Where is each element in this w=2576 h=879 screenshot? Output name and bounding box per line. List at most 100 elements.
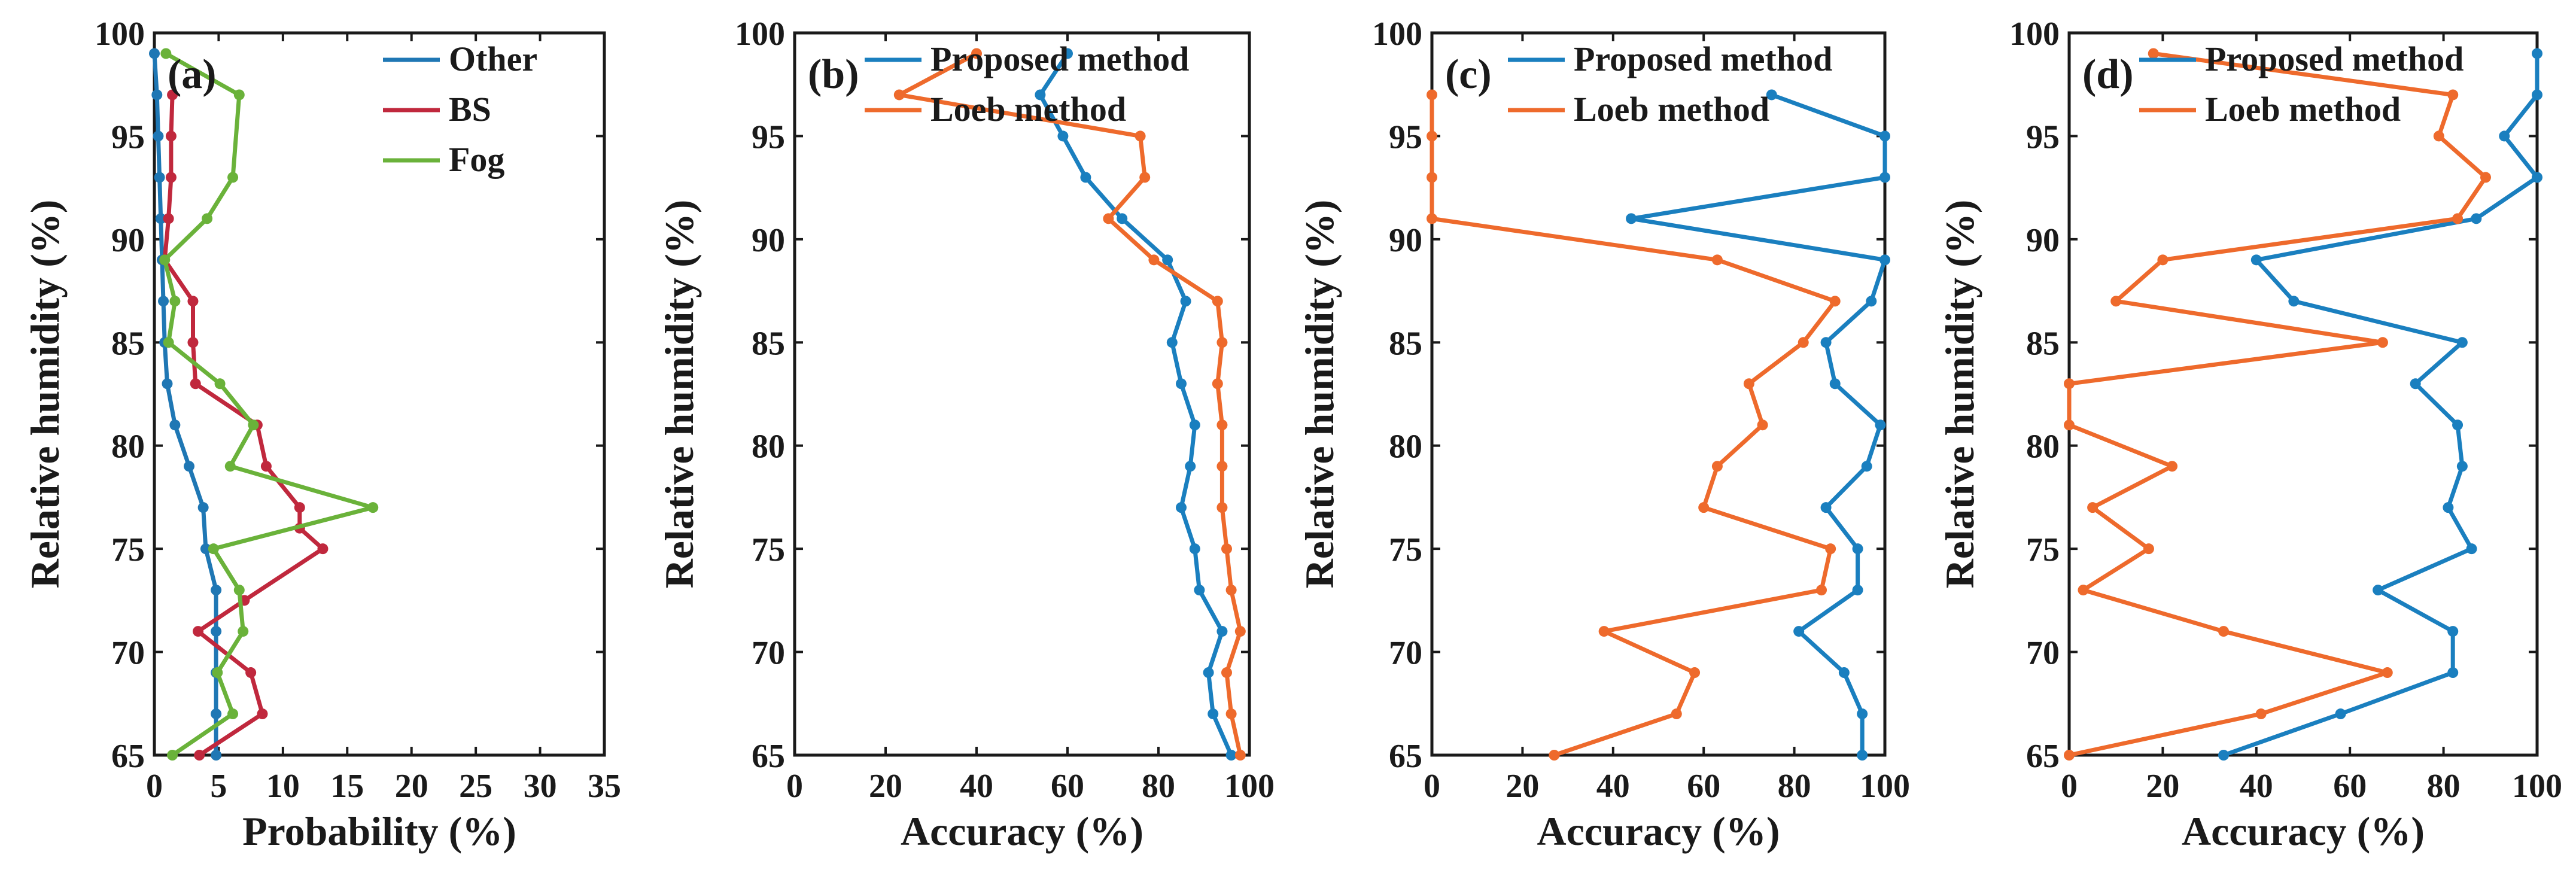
panel-c: 65 70 75 80 85 90 95 100 0 20 40 60 80 100 Accuracy (%… <box>1297 16 1910 854</box>
data-point <box>1162 254 1173 266</box>
data-point <box>1879 172 1890 183</box>
data-point <box>208 543 219 555</box>
data-point <box>190 378 201 390</box>
x-tick-label: 40 <box>2240 768 2273 805</box>
data-point <box>214 378 226 390</box>
y-tick-label: 90 <box>2026 222 2060 259</box>
data-point <box>257 708 268 720</box>
x-tick-label: 80 <box>1142 768 1175 805</box>
data-point <box>2377 337 2388 348</box>
y-tick-label: 95 <box>1389 118 1422 156</box>
data-point <box>159 254 171 266</box>
x-tick-label: 0 <box>2061 768 2078 805</box>
data-point <box>2382 667 2393 679</box>
data-point <box>1711 254 1723 266</box>
data-point <box>1225 750 1237 761</box>
y-tick-label: 65 <box>2026 738 2060 775</box>
y-tick-label: 100 <box>735 16 785 53</box>
x-tick-label: 35 <box>588 768 621 805</box>
y-axis-label: Relative humidity (%) <box>22 200 68 589</box>
data-point <box>2532 48 2542 59</box>
plot-frame <box>153 31 606 757</box>
data-point <box>1793 626 1805 637</box>
y-tick-label: 70 <box>2026 635 2060 672</box>
data-point <box>1166 337 1178 348</box>
panel-label: (d) <box>2082 51 2134 98</box>
y-tick-label: 75 <box>111 531 145 568</box>
y-tick-label: 75 <box>2026 531 2060 568</box>
data-point <box>160 48 172 59</box>
data-point <box>294 502 305 513</box>
y-tick-label: 65 <box>111 738 145 775</box>
panel-label: (a) <box>168 51 217 98</box>
data-point <box>1234 750 1246 761</box>
data-point <box>187 337 199 348</box>
data-point <box>1203 667 1214 679</box>
data-point <box>1216 419 1228 431</box>
data-point <box>163 213 174 224</box>
data-point <box>2532 89 2542 101</box>
y-tick-label: 65 <box>1389 738 1422 775</box>
data-point <box>2433 130 2444 142</box>
data-point <box>155 213 166 224</box>
data-point <box>1189 419 1200 431</box>
data-point <box>1689 667 1701 679</box>
y-axis-label: Relative humidity (%) <box>656 200 702 589</box>
legend-entry: Loeb method <box>1574 90 1769 129</box>
data-point <box>1798 337 1809 348</box>
y-tick-label: 80 <box>752 428 785 466</box>
data-point <box>1671 708 1682 720</box>
legend-entry: Proposed method <box>1574 39 1832 78</box>
data-point <box>2447 667 2459 679</box>
legend-entry: BS <box>449 90 491 129</box>
data-point <box>211 708 222 720</box>
data-point <box>1829 296 1841 307</box>
data-point <box>162 378 173 390</box>
data-point <box>2218 750 2230 761</box>
data-point <box>165 172 177 183</box>
y-tick-label: 90 <box>1389 222 1422 259</box>
legend-entry: Proposed method <box>2205 39 2464 78</box>
x-tick-label: 60 <box>1687 768 1720 805</box>
panel-label: (c) <box>1445 51 1492 98</box>
x-tick-label: 15 <box>330 768 364 805</box>
data-point <box>971 48 982 59</box>
legend-entry: Loeb method <box>930 90 1126 129</box>
y-tick-label: 80 <box>1389 428 1422 466</box>
legend-entry: Fog <box>449 140 504 179</box>
data-point <box>1148 254 1160 266</box>
data-point <box>233 585 245 596</box>
x-tick-label: 0 <box>146 768 163 805</box>
data-point <box>2167 461 2178 472</box>
data-point <box>2064 419 2075 431</box>
data-point <box>1225 708 1237 720</box>
data-point <box>1176 502 1187 513</box>
x-tick-label: 0 <box>786 768 803 805</box>
series-loeb-method <box>2064 48 2491 761</box>
data-point <box>1057 130 1069 142</box>
series-loeb-method <box>1427 89 1841 761</box>
data-point <box>163 337 174 348</box>
data-point <box>154 172 165 183</box>
x-axis-label: Accuracy (%) <box>1537 808 1780 854</box>
data-point <box>211 585 222 596</box>
data-point <box>1427 130 1437 142</box>
x-tick-label: 20 <box>395 768 428 805</box>
data-point <box>1180 296 1191 307</box>
data-point <box>1103 213 1114 224</box>
series-line <box>1038 51 1234 758</box>
y-tick-label: 70 <box>111 635 145 672</box>
y-tick-label: 95 <box>111 118 145 156</box>
y-tick-label: 95 <box>2026 118 2060 156</box>
data-point <box>1829 378 1841 390</box>
data-point <box>1117 213 1128 224</box>
data-point <box>1852 543 1863 555</box>
data-point <box>1189 543 1200 555</box>
series-line <box>897 51 1243 758</box>
y-axis-label: Relative humidity (%) <box>1297 200 1342 589</box>
data-point <box>2064 378 2075 390</box>
data-point <box>1698 502 1710 513</box>
data-point <box>1825 543 1836 555</box>
x-tick-label: 80 <box>1778 768 1811 805</box>
y-axis-label: Relative humidity (%) <box>1937 200 1982 589</box>
